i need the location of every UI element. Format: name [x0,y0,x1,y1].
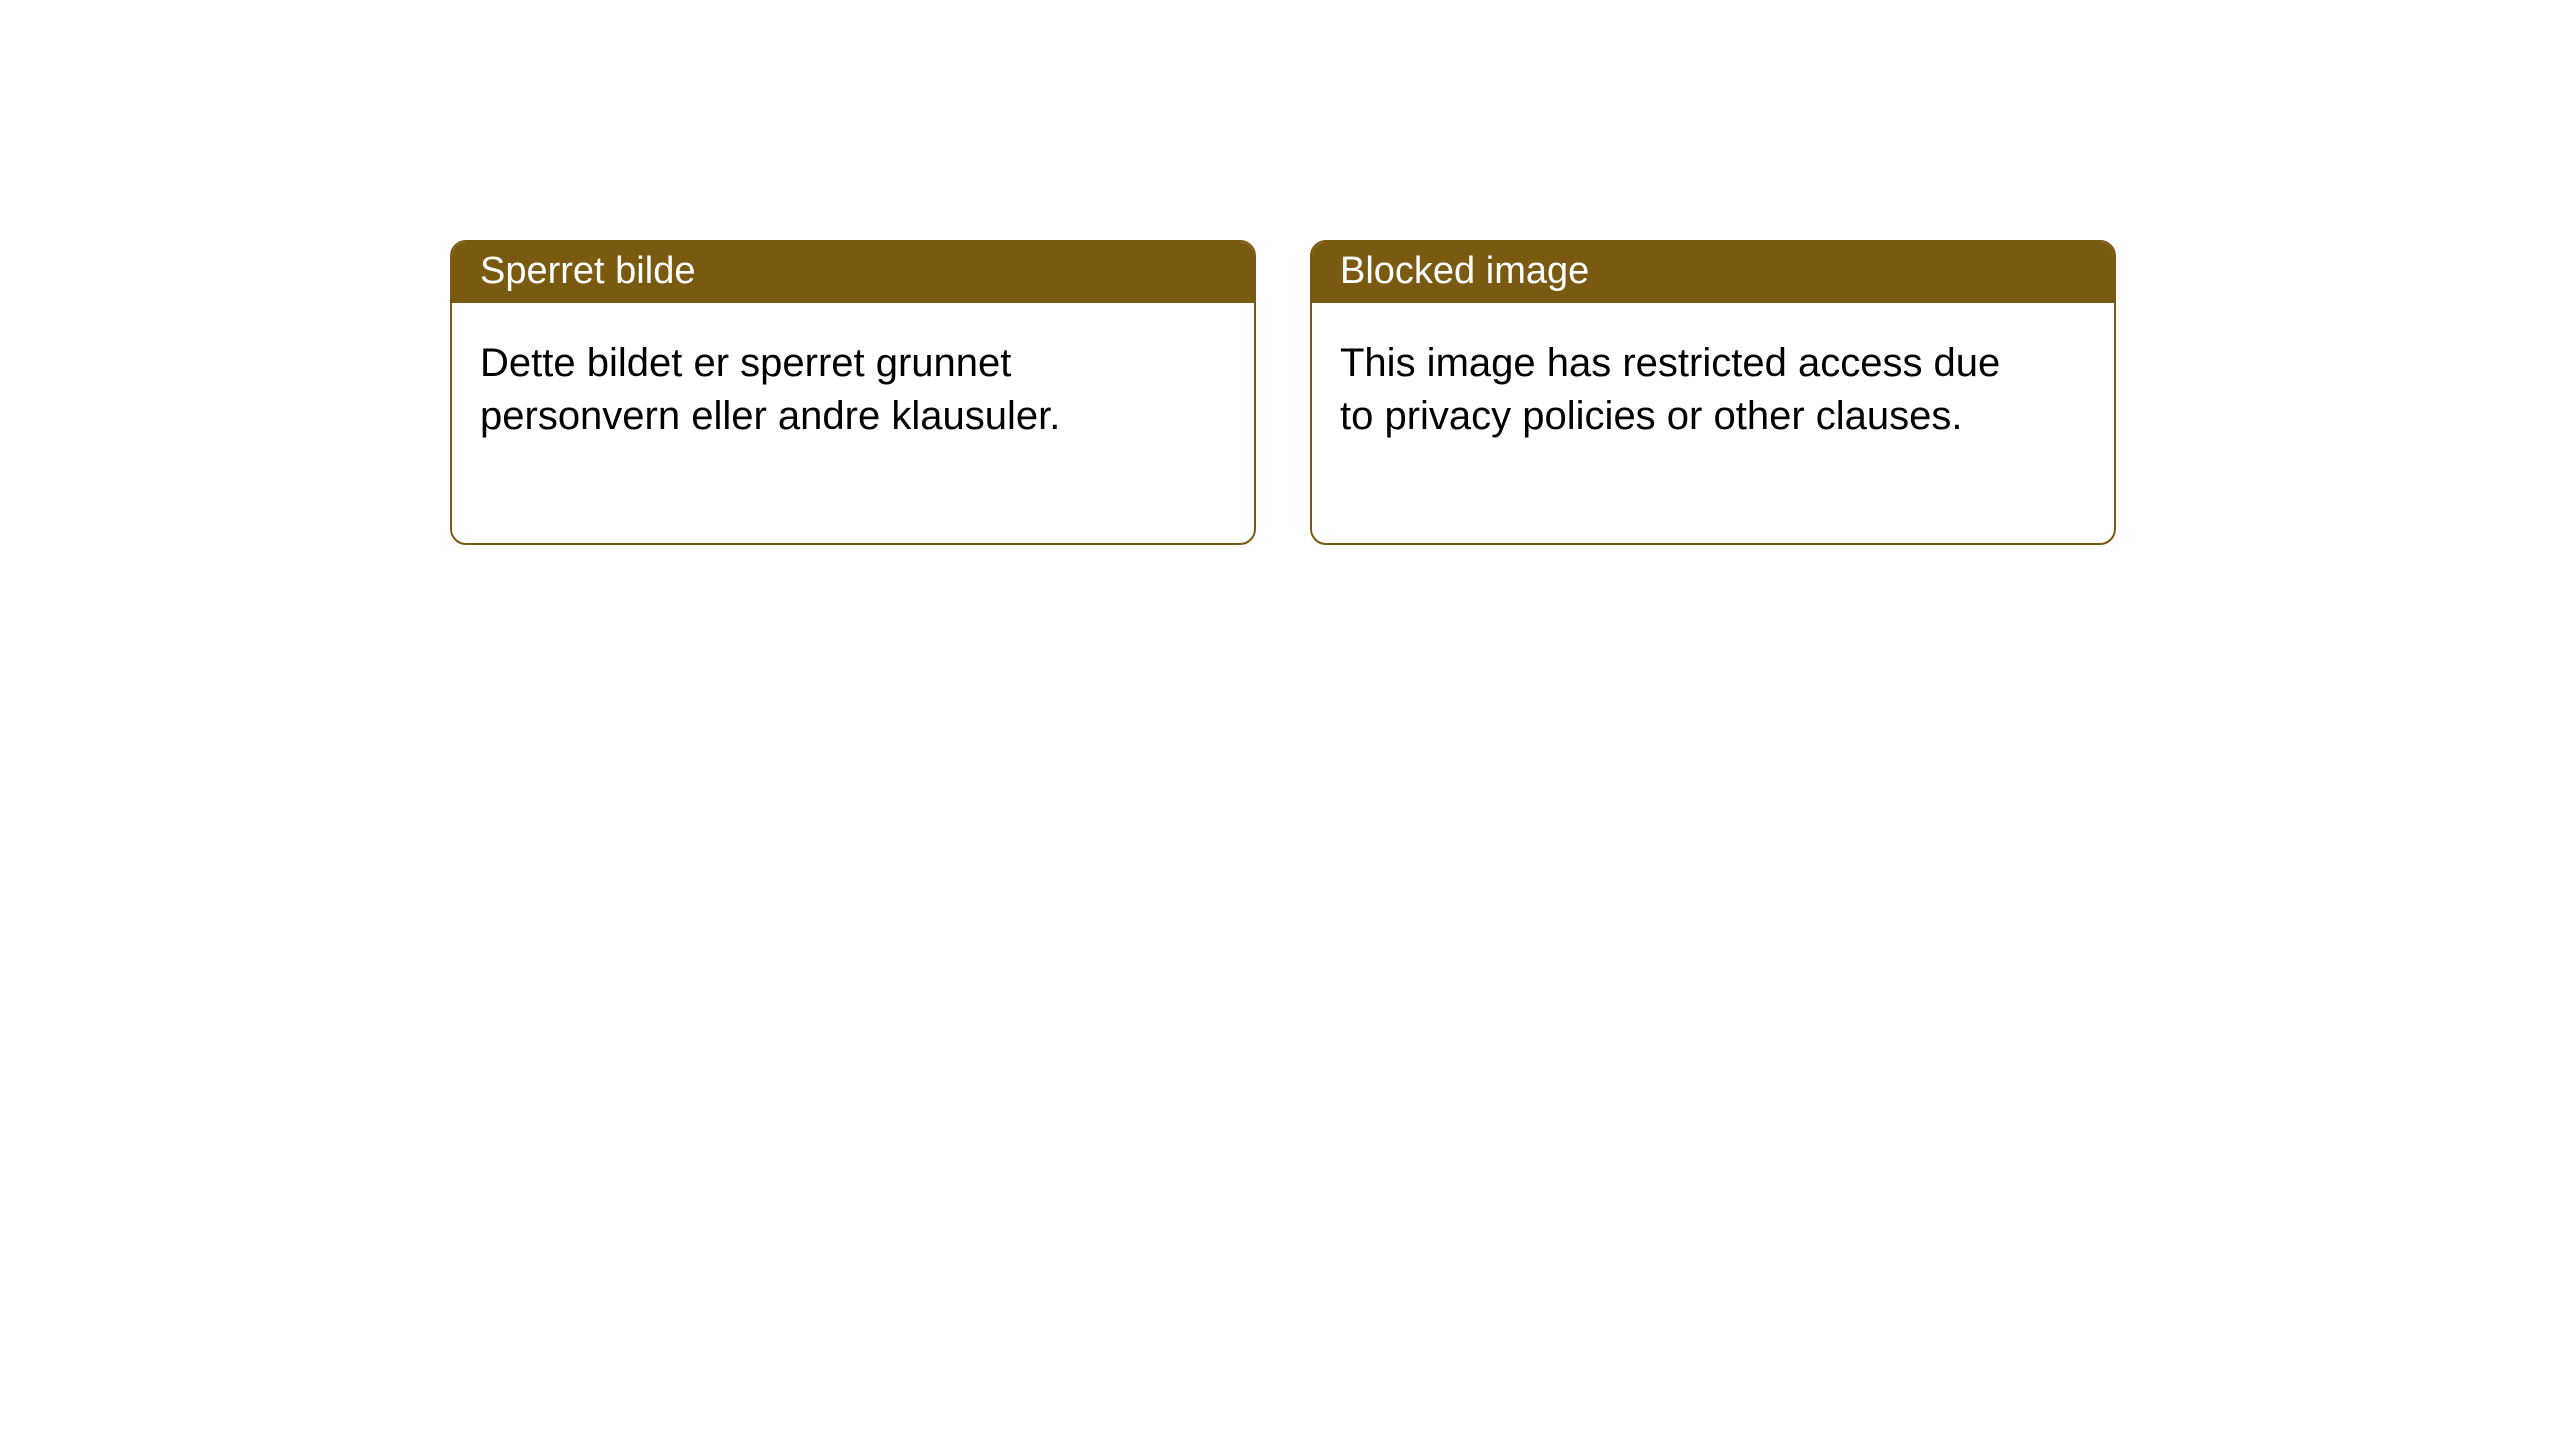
notice-body-no: Dette bildet er sperret grunnet personve… [452,303,1172,543]
notice-card-no: Sperret bilde Dette bildet er sperret gr… [450,240,1256,545]
notice-title-no: Sperret bilde [452,242,1254,303]
notices-container: Sperret bilde Dette bildet er sperret gr… [0,0,2560,545]
notice-body-en: This image has restricted access due to … [1312,303,2032,543]
notice-title-en: Blocked image [1312,242,2114,303]
notice-card-en: Blocked image This image has restricted … [1310,240,2116,545]
